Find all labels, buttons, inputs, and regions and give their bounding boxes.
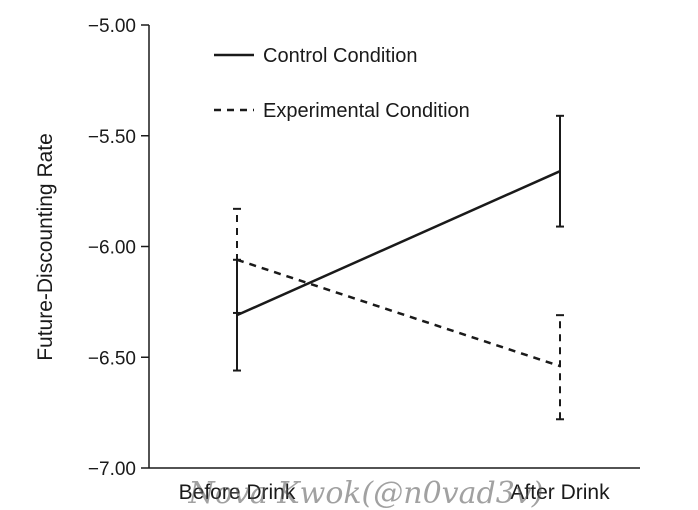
- series-control-condition: [233, 114, 564, 372]
- y-tick-label: −6.50: [88, 348, 136, 369]
- watermark-text: Nova Kwok(@n0vad3v): [188, 476, 544, 510]
- series-experimental-condition: [233, 207, 564, 421]
- series-line-control-condition: [236, 170, 561, 317]
- y-tick-label: −6.00: [88, 238, 136, 259]
- x-category-label-after-drink: After Drink: [510, 481, 610, 504]
- y-tick-label: −5.00: [88, 16, 136, 37]
- legend-label-control-condition: Control Condition: [263, 45, 418, 67]
- series-group: [233, 114, 564, 421]
- legend-label-experimental-condition: Experimental Condition: [263, 100, 470, 122]
- series-line-experimental-condition: [236, 258, 561, 368]
- x-category-label-before-drink: Before Drink: [179, 481, 296, 504]
- y-axis-title: Future-Discounting Rate: [34, 133, 57, 361]
- y-axis-ticks: −7.00 −6.50 −6.00 −5.50 −5.00: [88, 16, 149, 480]
- y-tick-label: −5.50: [88, 127, 136, 148]
- axes: [148, 25, 640, 469]
- y-tick-label: −7.00: [88, 459, 136, 480]
- legend: Control Condition Experimental Condition: [214, 45, 470, 122]
